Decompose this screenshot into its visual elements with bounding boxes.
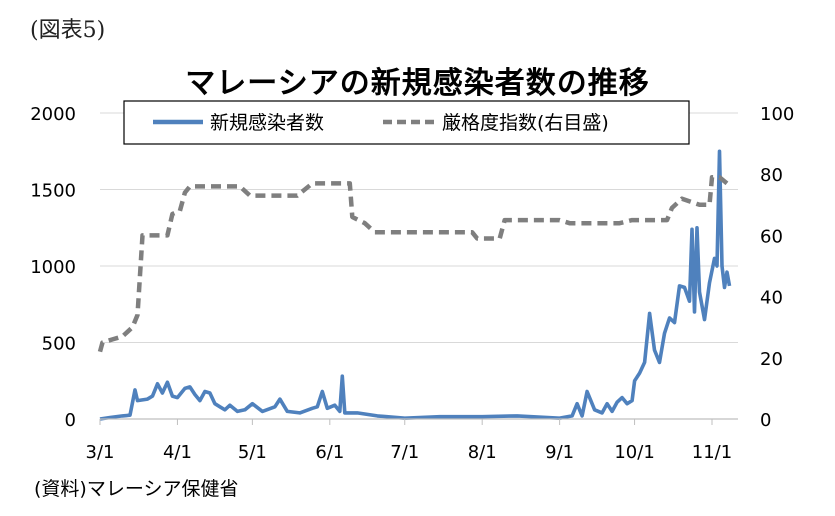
y-left-tick-label: 500: [42, 334, 76, 355]
x-tick-label: 10/1: [614, 442, 654, 463]
x-tick-label: 8/1: [468, 442, 497, 463]
legend-label-stringency: 厳格度指数(右目盛): [442, 112, 609, 134]
x-tick-label: 5/1: [238, 442, 267, 463]
chart-title: マレーシアの新規感染者数の推移: [185, 66, 650, 101]
y-right-tick-label: 20: [760, 349, 783, 370]
y-right-tick-label: 80: [760, 165, 783, 186]
x-axis: 3/1 4/1 5/1 6/1 7/1 8/1 9/1 10/1 11/1: [86, 418, 738, 463]
source-note: (資料)マレーシア保健省: [34, 478, 239, 500]
y-right-tick-label: 60: [760, 226, 783, 247]
legend: 新規感染者数 厳格度指数(右目盛): [123, 100, 690, 145]
x-tick-label: 11/1: [692, 442, 732, 463]
y-left-tick-label: 1000: [30, 257, 76, 278]
legend-box: [123, 100, 690, 145]
y-axis-left: 0 500 1000 1500 2000: [30, 104, 76, 431]
series-line-stringency: [97, 175, 729, 353]
x-tick-label: 3/1: [86, 442, 115, 463]
y-left-tick-label: 2000: [30, 104, 76, 125]
series-group: [97, 149, 732, 421]
x-tick-label: 9/1: [545, 442, 574, 463]
y-axis-right: 0 20 40 60 80 100: [760, 104, 794, 431]
y-right-tick-label: 100: [760, 104, 794, 125]
y-left-tick-label: 0: [65, 410, 76, 431]
x-tick-label: 4/1: [163, 442, 192, 463]
y-left-tick-label: 1500: [30, 181, 76, 202]
y-right-tick-label: 0: [760, 410, 771, 431]
y-right-tick-label: 40: [760, 288, 783, 309]
legend-label-new-cases: 新規感染者数: [210, 112, 324, 134]
x-tick-label: 7/1: [390, 442, 419, 463]
figure-label: (図表5): [30, 18, 106, 43]
x-tick-label: 6/1: [315, 442, 344, 463]
gridlines: [100, 112, 738, 343]
series-line-new-cases: [99, 149, 732, 421]
